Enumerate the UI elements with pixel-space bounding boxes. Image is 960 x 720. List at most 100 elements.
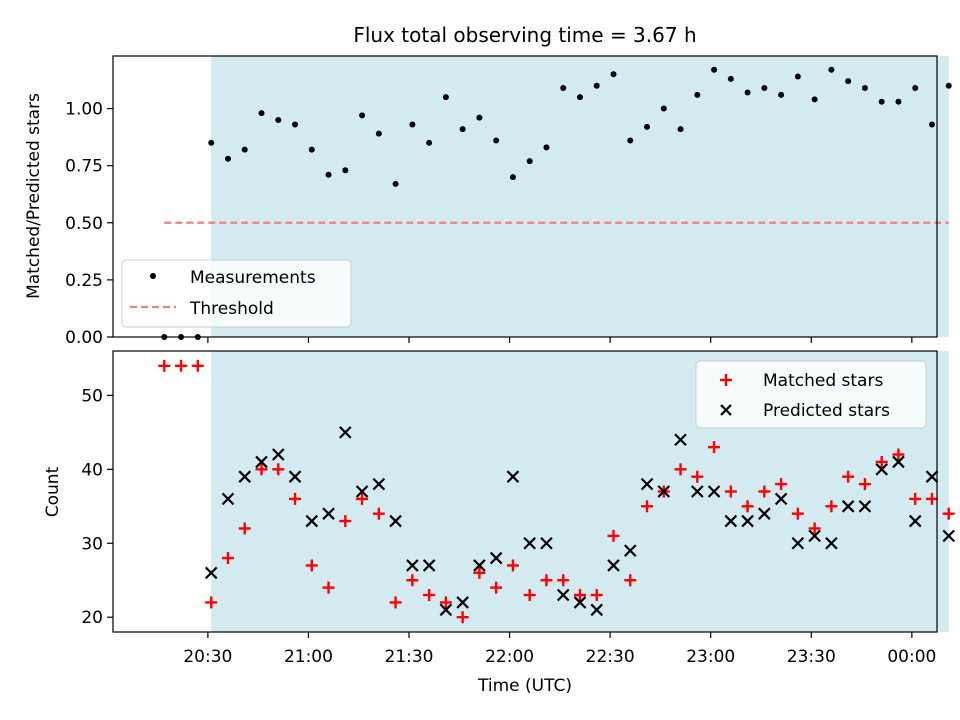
matched-star-point	[439, 596, 452, 609]
legend-matched-marker	[720, 374, 732, 386]
bottom-x-ticks: 20:30 21:00 21:30 22:00 22:30 23:00 23:30 00:00	[183, 632, 936, 667]
matched-star-point	[389, 596, 402, 609]
matched-star-point	[724, 485, 737, 498]
legend-predicted-marker	[720, 404, 732, 416]
top-y-axis-label: Matched/Predicted stars	[24, 93, 44, 299]
measurement-point	[912, 84, 919, 91]
measurement-point	[593, 82, 600, 89]
predicted-star-point	[841, 500, 855, 513]
measurement-point	[409, 121, 416, 128]
predicted-star-point	[389, 514, 402, 528]
measurement-point	[342, 167, 349, 174]
predicted-star-point	[204, 566, 218, 580]
predicted-star-point	[640, 477, 654, 491]
x-tick-label: 21:30	[385, 647, 434, 667]
predicted-star-point	[355, 485, 369, 498]
measurement-point	[543, 144, 550, 151]
predicted-star-point	[489, 551, 503, 565]
predicted-star-point	[406, 559, 419, 572]
predicted-star-point	[221, 492, 235, 506]
matched-star-point	[842, 470, 855, 483]
matched-star-point	[775, 478, 788, 491]
measurement-point	[761, 84, 768, 91]
measurement-point	[576, 94, 583, 101]
top-marks	[161, 66, 952, 340]
predicted-star-point	[372, 477, 386, 491]
bottom-legend: Matched stars Predicted stars	[695, 360, 927, 429]
matched-star-point	[674, 463, 687, 476]
measurement-point	[526, 158, 533, 165]
measurement-point	[325, 171, 332, 178]
predicted-star-point	[657, 485, 671, 498]
predicted-star-point	[439, 603, 453, 617]
predicted-star-point	[573, 596, 587, 609]
measurement-point	[359, 112, 366, 119]
predicted-star-point	[758, 507, 771, 520]
matched-star-point	[691, 470, 704, 483]
y-tick-label: 40	[81, 460, 103, 480]
matched-star-point	[708, 441, 721, 454]
matched-star-point	[356, 492, 369, 505]
predicted-star-point	[339, 426, 352, 439]
y-tick-label: 0.50	[65, 214, 103, 234]
matched-star-point	[255, 463, 268, 476]
measurement-point	[644, 123, 651, 130]
predicted-star-point	[238, 470, 252, 483]
measurement-point	[744, 89, 751, 96]
matched-star-point	[523, 589, 536, 602]
predicted-star-point	[858, 500, 872, 513]
legend-matched-label: Matched stars	[763, 371, 883, 391]
measurement-point	[426, 139, 433, 146]
matched-star-point	[741, 500, 754, 513]
matched-star-point	[892, 448, 905, 461]
predicted-star-point	[691, 485, 704, 498]
measurement-point	[727, 75, 734, 82]
matched-star-point	[590, 589, 603, 602]
predicted-star-point	[791, 536, 805, 550]
predicted-star-point	[942, 529, 956, 543]
matched-star-point	[339, 515, 352, 528]
matched-star-point	[875, 455, 888, 468]
measurement-point	[895, 98, 902, 105]
matched-star-point	[573, 589, 586, 602]
predicted-star-point	[674, 433, 687, 447]
y-tick-label: 50	[81, 386, 103, 406]
matched-star-point	[942, 507, 955, 520]
measurement-point	[509, 174, 516, 181]
matched-star-point	[758, 485, 771, 498]
predicted-star-point	[623, 544, 637, 557]
predicted-star-point	[607, 559, 620, 572]
matched-star-point	[506, 559, 519, 572]
y-tick-label: 0.75	[65, 157, 103, 177]
y-tick-label: 30	[81, 534, 103, 554]
bottom-y-ticks: 20 30 40 50	[81, 386, 113, 628]
matched-star-point	[540, 574, 553, 587]
legend-measurements-label: Measurements	[190, 268, 316, 288]
y-tick-label: 1.00	[65, 100, 103, 120]
predicted-star-point	[422, 559, 436, 572]
x-tick-label: 23:30	[787, 647, 836, 667]
predicted-star-point	[908, 514, 922, 528]
measurement-point	[275, 116, 282, 123]
matched-star-point	[808, 522, 821, 535]
predicted-star-point	[590, 603, 604, 617]
measurement-point	[811, 96, 818, 103]
x-tick-label: 22:30	[586, 647, 635, 667]
matched-star-point	[289, 492, 302, 505]
top-panel: 0.00 0.25 0.50 0.75 1.00 Matched/Predicted s…	[24, 55, 952, 348]
bottom-axes-frame	[112, 350, 938, 633]
predicted-star-point	[456, 596, 469, 609]
measurement-point	[861, 84, 868, 91]
y-tick-label: 20	[81, 608, 103, 628]
predicted-star-point	[540, 536, 553, 550]
measurement-point	[677, 126, 684, 133]
measurement-point	[258, 110, 265, 117]
x-tick-label: 22:00	[485, 647, 534, 667]
matched-star-point	[624, 574, 637, 587]
matched-star-point	[175, 359, 188, 372]
x-axis-label: Time (UTC)	[477, 676, 572, 696]
bottom-y-axis-label: Count	[43, 466, 63, 517]
legend-threshold-label: Threshold	[189, 299, 274, 319]
matched-star-point	[221, 552, 234, 565]
